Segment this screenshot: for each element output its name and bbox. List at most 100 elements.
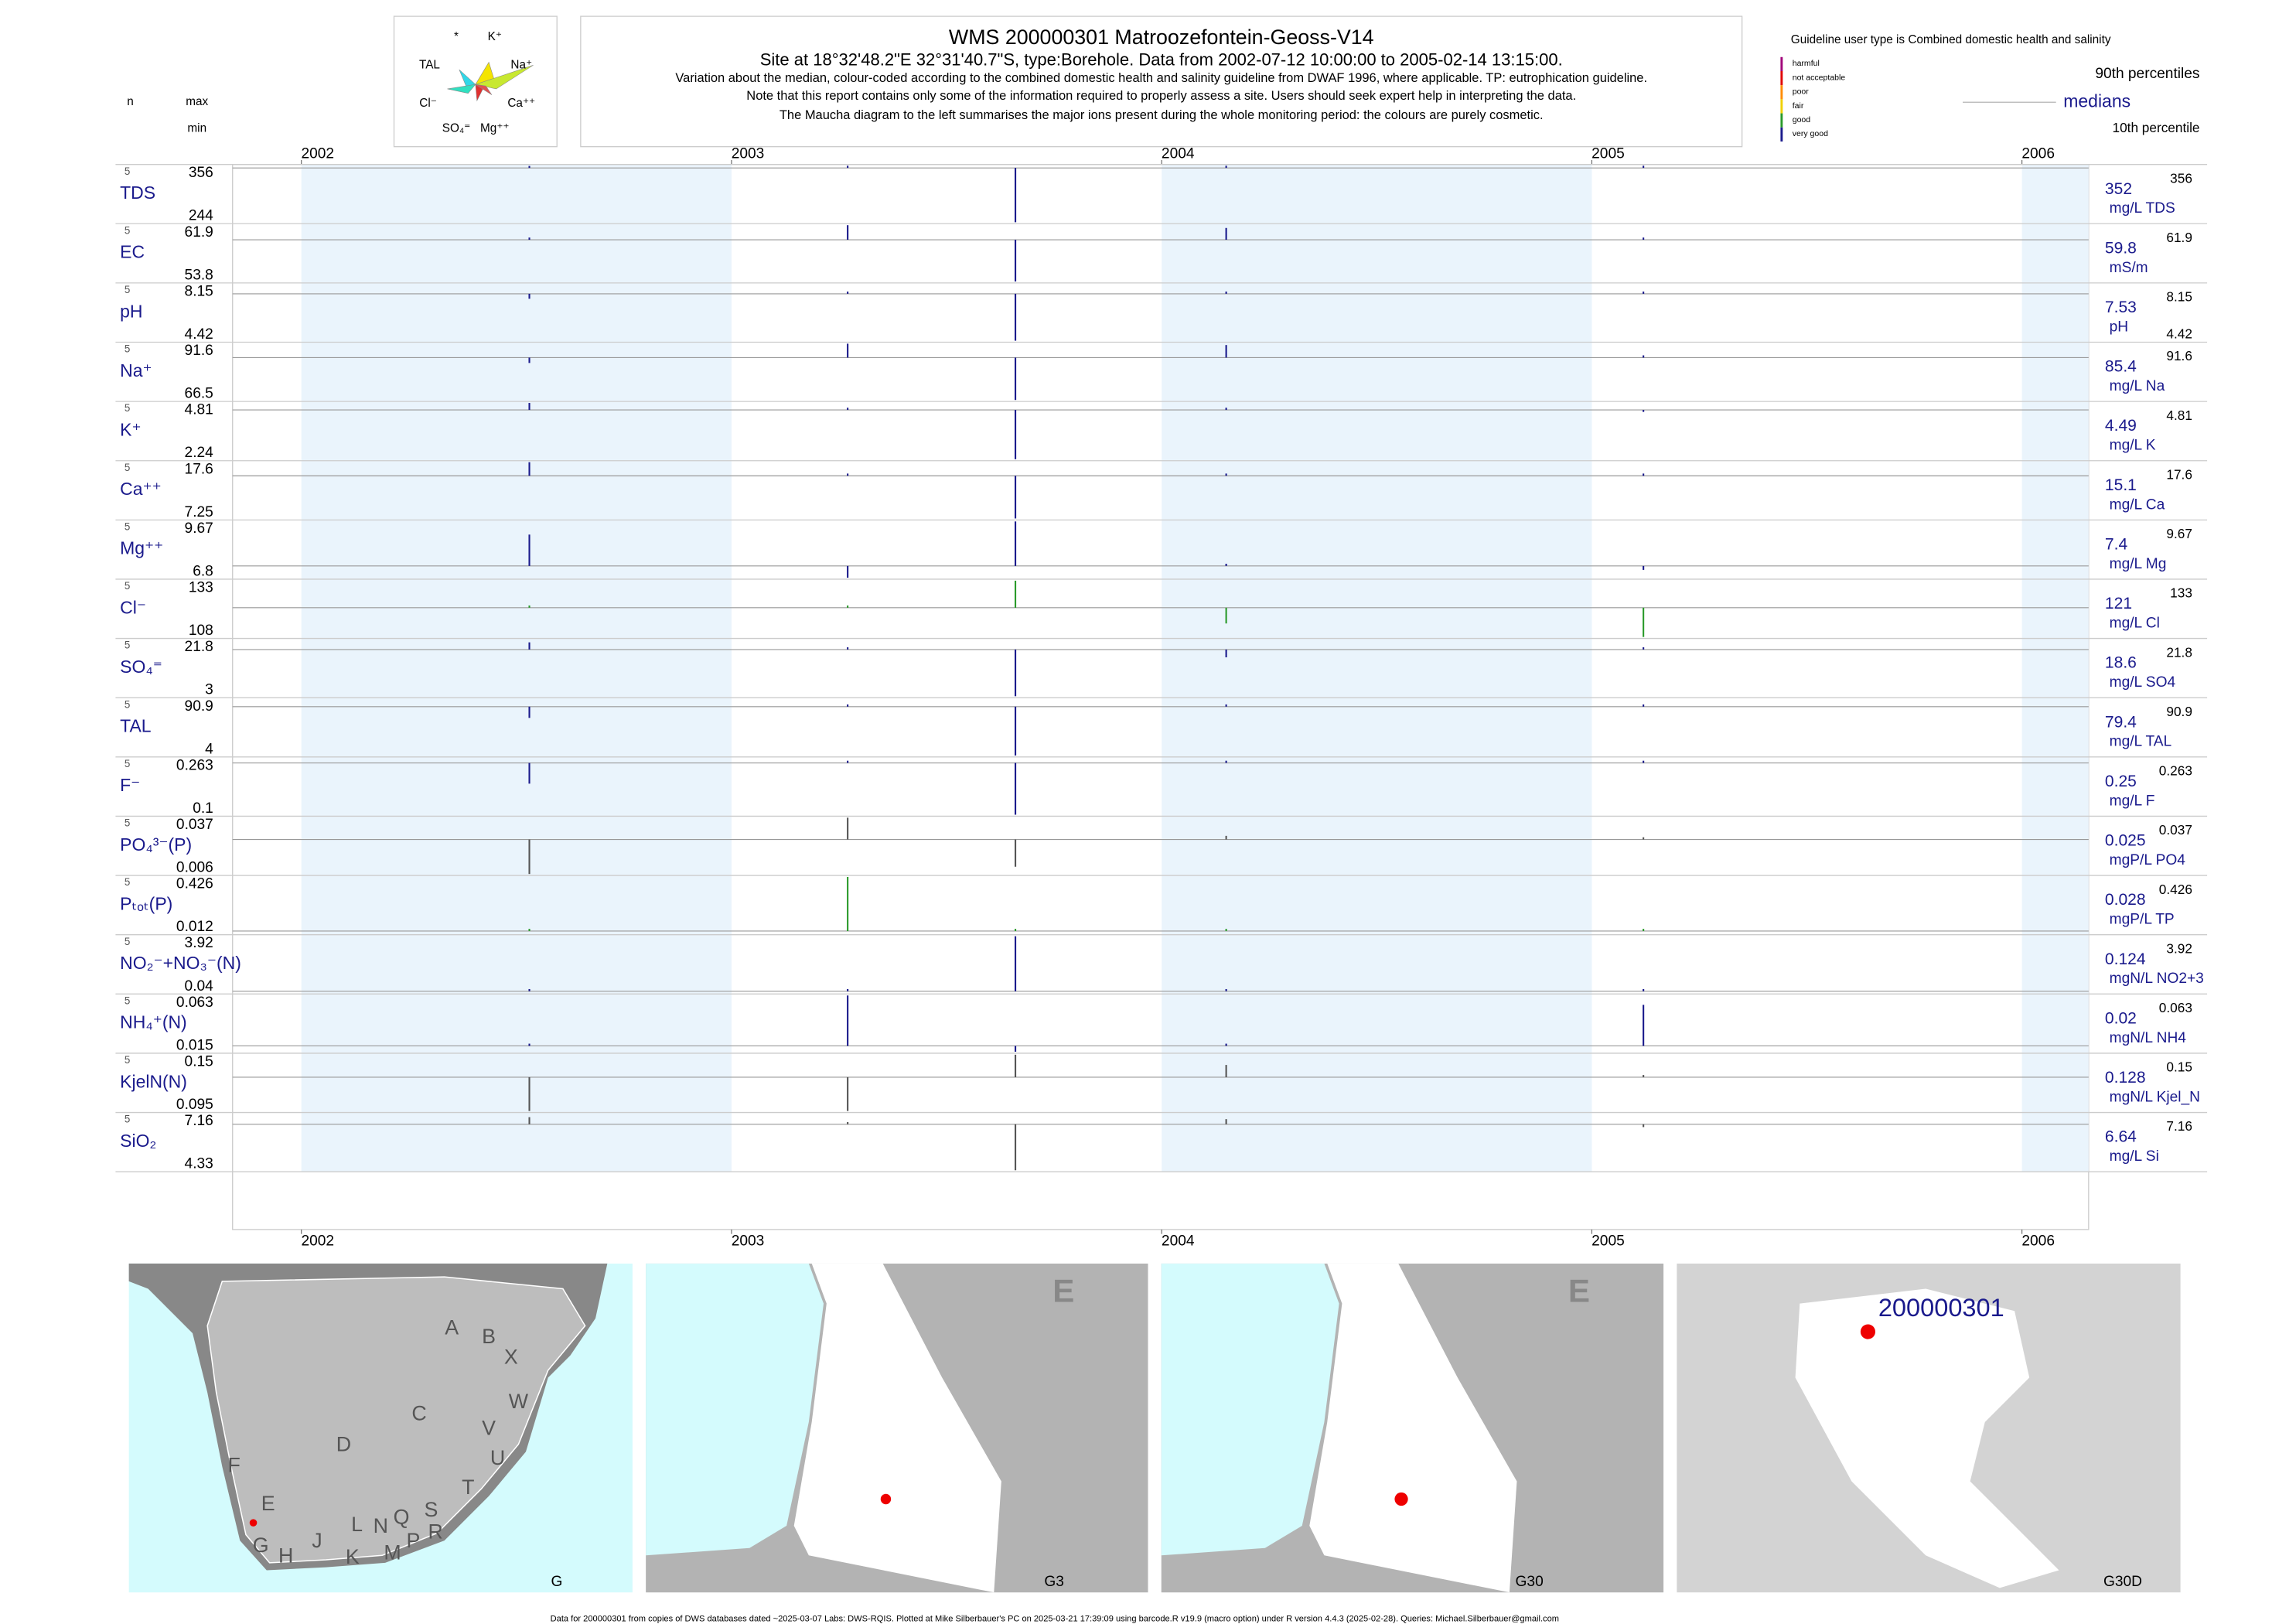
x-tick-label: 2002 [302, 1233, 335, 1249]
row-name: K⁺ [120, 420, 141, 440]
row-p90: 3.92 [2166, 940, 2192, 956]
site-dot [1394, 1492, 1408, 1506]
note: The Maucha diagram to the left summarise… [780, 108, 1544, 122]
row-min: 53.8 [185, 267, 213, 283]
row-unit: mg/L Cl [2110, 616, 2160, 632]
row-n: 5 [125, 995, 130, 1006]
row-p10: 4.42 [2166, 326, 2192, 341]
row-n: 5 [125, 580, 130, 592]
map-panel-label: G30 [1516, 1574, 1544, 1590]
row-n: 5 [125, 758, 130, 769]
legend-class: poor [1793, 87, 1810, 97]
x-tick-label: 2005 [1592, 145, 1625, 162]
row-p90: 17.6 [2166, 466, 2192, 482]
maucha-label: Cl⁻ [419, 97, 437, 110]
year-band [301, 164, 732, 1172]
row-unit: mg/L Na [2110, 378, 2165, 394]
row-unit: mg/L TAL [2110, 734, 2172, 750]
legend-class: fair [1793, 101, 1804, 111]
x-tick-label: 2003 [732, 1233, 765, 1249]
maucha-label: Ca⁺⁺ [507, 97, 535, 110]
row-min: 4.42 [185, 326, 213, 343]
row-max: 17.6 [185, 461, 213, 477]
map-panel-label: G3 [1044, 1574, 1064, 1590]
map-region: E [1568, 1272, 1590, 1308]
x-tick-label: 2002 [302, 145, 335, 162]
map-letter: N [374, 1514, 388, 1537]
column-header: max [186, 95, 208, 108]
row-n: 5 [125, 402, 130, 414]
row-max: 0.426 [176, 876, 213, 892]
title-box [580, 15, 1743, 148]
map-letter: F [227, 1453, 240, 1476]
maucha-label: Na⁺ [510, 58, 532, 71]
site-dot [880, 1493, 892, 1505]
row-unit: mg/L Si [2110, 1148, 2159, 1165]
row-unit: mg/L Mg [2110, 556, 2167, 572]
row-n: 5 [125, 462, 130, 473]
row-median: 0.124 [2105, 950, 2146, 968]
row-p90: 4.81 [2166, 408, 2192, 423]
row-name: NH₄⁺(N) [120, 1012, 187, 1032]
row-unit: mS/m [2110, 260, 2148, 276]
legend-title: Guideline user type is Combined domestic… [1791, 33, 2111, 46]
row-max: 61.9 [185, 224, 213, 241]
maucha-box [393, 15, 558, 148]
row-median: 0.025 [2105, 832, 2146, 850]
map-letter: S [424, 1498, 438, 1521]
map-letter: M [384, 1540, 401, 1564]
row-name: PO₄³⁻(P) [120, 834, 192, 855]
row-p90: 9.67 [2166, 526, 2192, 541]
row-p90: 90.9 [2166, 704, 2192, 719]
row-median: 7.53 [2105, 299, 2137, 316]
row-name: SiO₂ [120, 1131, 156, 1151]
legend-p10: 10th percentile [2113, 120, 2200, 135]
maucha-diagram [447, 61, 534, 102]
row-max: 0.15 [185, 1053, 213, 1070]
row-min: 0.006 [176, 860, 213, 876]
row-max: 356 [189, 165, 213, 181]
row-unit: mg/L K [2110, 438, 2156, 454]
maucha-label: SO₄⁼ [442, 122, 470, 135]
row-median: 7.4 [2105, 535, 2128, 553]
row-unit: pH [2110, 319, 2128, 335]
row-p90: 356 [2170, 170, 2192, 186]
row-max: 9.67 [185, 520, 213, 537]
row-name: NO₂⁻+NO₃⁻(N) [120, 953, 241, 973]
row-min: 3 [205, 682, 213, 698]
site-dot [249, 1519, 258, 1527]
map-letter: A [445, 1315, 459, 1339]
legend-swatch [1780, 127, 1783, 142]
column-header: n [127, 95, 134, 108]
row-n: 5 [125, 1054, 130, 1066]
maucha-label: Mg⁺⁺ [480, 122, 509, 135]
row-max: 91.6 [185, 343, 213, 359]
row-p90: 0.037 [2159, 822, 2192, 838]
map-letter: D [336, 1433, 351, 1456]
map-letter: L [351, 1513, 363, 1536]
legend-class: not acceptable [1793, 73, 1846, 82]
map-letter: U [490, 1446, 505, 1469]
map-sea [646, 1263, 824, 1556]
row-p90: 91.6 [2166, 348, 2192, 363]
row-name: EC [120, 242, 145, 262]
map-letter: W [509, 1390, 529, 1413]
row-max: 4.81 [185, 402, 213, 418]
row-min: 6.8 [193, 563, 213, 579]
row-min: 0.095 [176, 1097, 213, 1113]
year-band [1162, 164, 1592, 1172]
row-n: 5 [125, 343, 130, 355]
maucha-label: TAL [419, 58, 440, 71]
legend-p90: 90th percentiles [2095, 66, 2199, 82]
row-unit: mgN/L Kjel_N [2110, 1089, 2200, 1105]
legend-swatch [1780, 70, 1783, 86]
map-letter: Q [394, 1505, 410, 1528]
row-min: 0.015 [176, 1037, 213, 1053]
x-tick-label: 2005 [1592, 1233, 1625, 1249]
row-unit: mgN/L NH4 [2110, 1030, 2187, 1046]
row-max: 0.263 [176, 757, 213, 773]
x-tick-label: 2003 [732, 145, 765, 162]
row-max: 21.8 [185, 639, 213, 655]
site-label: 200000301 [1878, 1294, 2004, 1322]
